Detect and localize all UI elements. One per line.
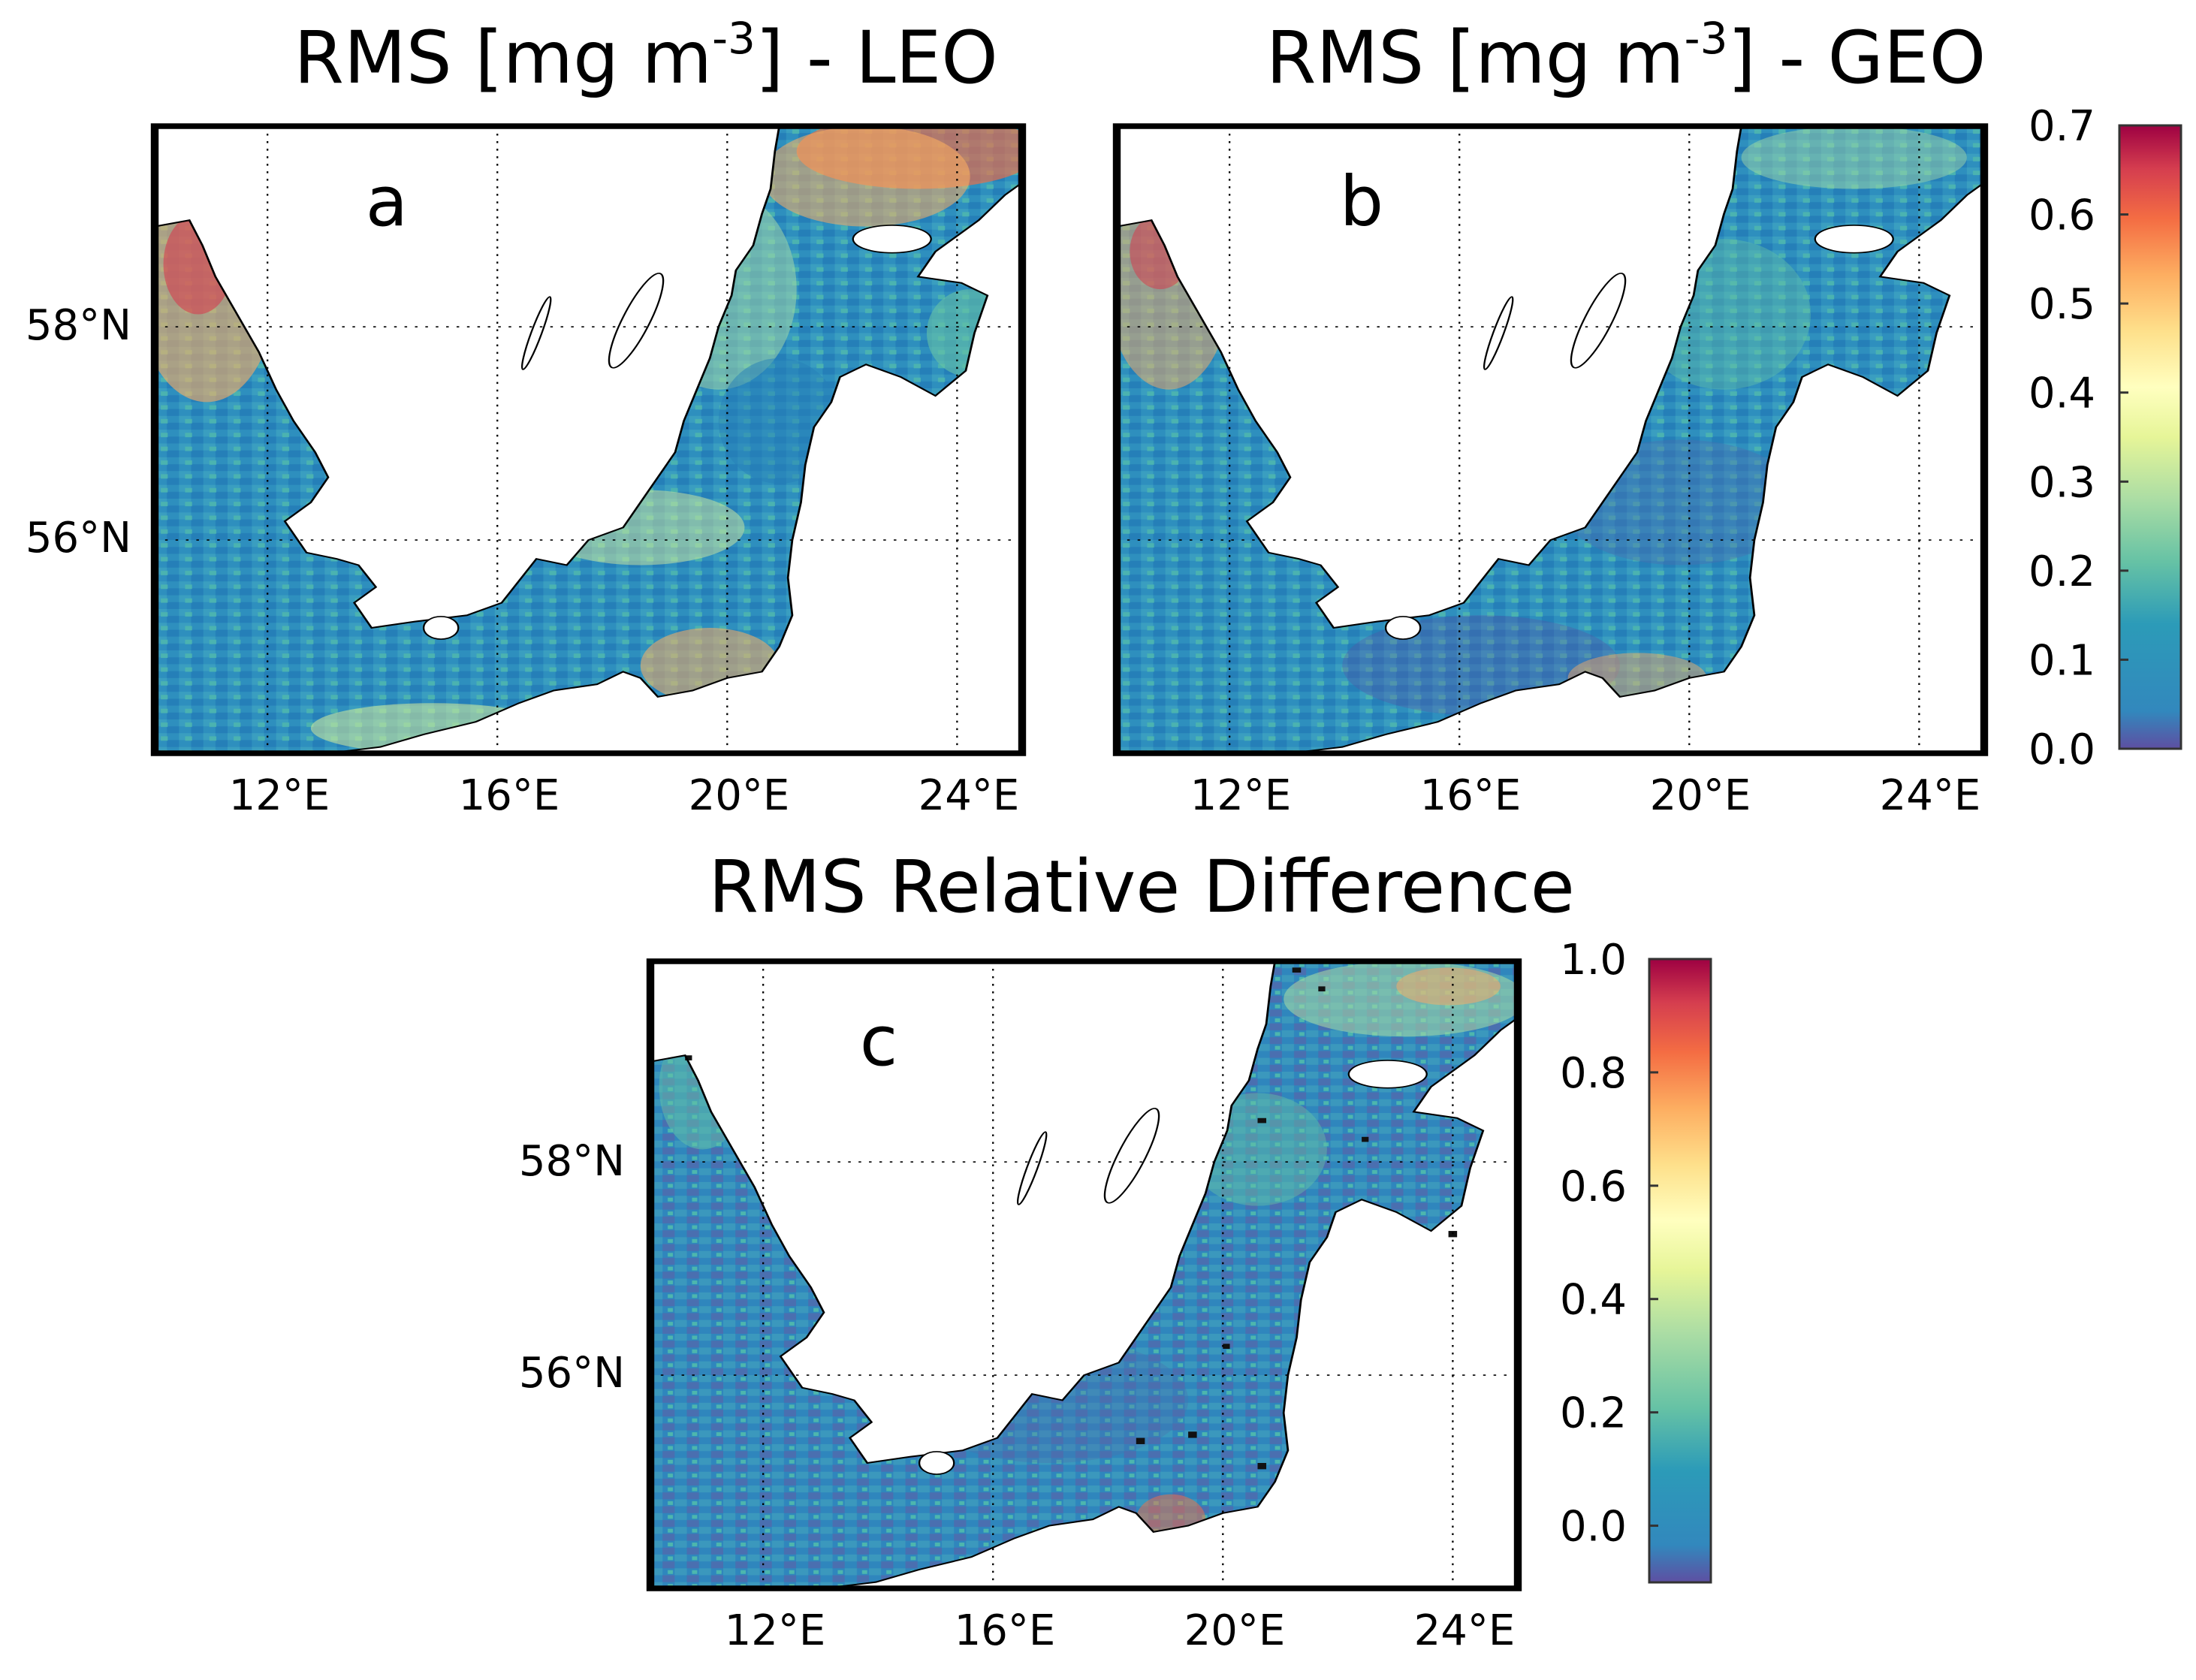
panel-a-map [150,123,1027,756]
panel-c-letter: c [860,1001,898,1081]
cbarTopTicks-label-4: 0.3 [2029,458,2095,507]
cbarTopTicks-label-0: 0.7 [2029,102,2095,151]
cbarBotTicks-label-3: 0.4 [1560,1276,1627,1325]
panel-a-lon-tick-12: 12°E [229,771,330,820]
panel-a-frame [150,123,1027,756]
colorbar-top-ticks: 0.7 0.6 0.5 0.4 0.3 0.2 0.1 0.0 [2029,102,2128,774]
cbarBotTicks-label-5: 0.0 [1560,1503,1627,1552]
panel-c [646,958,1522,1591]
panel-b-lon-tick-24: 24°E [1880,771,1981,820]
panel-a [150,123,1027,756]
panel-a-lat-tick-56: 56°N [26,514,131,563]
panel-a-title: RMS [mg m-3] - LEO [294,13,998,100]
colorbar-top: 0.7 0.6 0.5 0.4 0.3 0.2 0.1 0.0 [2029,102,2182,774]
panel-b-letter: b [1340,161,1383,242]
panel-b-lon-tick-16: 16°E [1420,771,1522,820]
panel-a-letter: a [366,161,408,242]
panel-c-lon-tick-12: 12°E [725,1606,826,1655]
cbarTopTicks-label-6: 0.1 [2029,636,2095,685]
panel-c-lat-tick-56: 56°N [519,1349,625,1398]
cbarBotTicks-label-4: 0.2 [1560,1389,1627,1438]
panel-b-map [1112,123,1989,756]
panel-a-lon-tick-24: 24°E [919,771,1020,820]
colorbar-bottom: 1.0 0.8 0.6 0.4 0.2 0.0 [1560,936,1712,1584]
panel-b-lon-tick-20: 20°E [1650,771,1751,820]
panel-c-lat-tick-58: 58°N [519,1137,625,1186]
panel-c-lon-tick-24: 24°E [1414,1606,1516,1655]
panel-c-dark-pixels [685,967,1458,1470]
panel-c-map [646,958,1522,1591]
cbarBotTicks-label-0: 1.0 [1560,936,1627,985]
panel-c-lon-tick-20: 20°E [1184,1606,1286,1655]
panel-c-frame [646,958,1522,1591]
panel-a-lat-tick-58: 58°N [26,301,131,350]
cbarTopTicks-label-2: 0.5 [2029,280,2095,329]
panel-c-title: RMS Relative Difference [708,845,1575,929]
panel-b-title: RMS [mg m-3] - GEO [1265,13,1986,100]
cbarTopTicks-label-5: 0.2 [2029,547,2095,596]
panel-c-lon-tick-16: 16°E [955,1606,1056,1655]
colorbar-bottom-ticks: 1.0 0.8 0.6 0.4 0.2 0.0 [1560,936,1658,1552]
cbarBotTicks-label-1: 0.8 [1560,1049,1627,1098]
cbarTopTicks-label-3: 0.4 [2029,369,2095,418]
panel-a-lon-tick-16: 16°E [459,771,560,820]
panel-b-lon-tick-12: 12°E [1190,771,1292,820]
panel-b [1112,123,1989,756]
cbarTopTicks-label-7: 0.0 [2029,725,2095,774]
cbarBotTicks-label-2: 0.6 [1560,1163,1627,1211]
panel-a-lon-tick-20: 20°E [689,771,790,820]
cbarTopTicks-label-1: 0.6 [2029,192,2095,240]
panel-b-frame [1112,123,1989,756]
